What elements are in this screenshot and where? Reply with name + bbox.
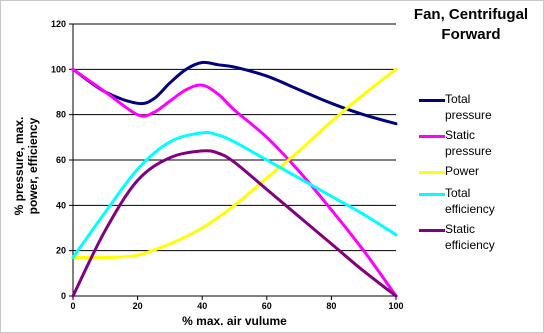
x-tick-label: 100 bbox=[388, 301, 403, 311]
chart-title: Fan, Centrifugal Forward bbox=[401, 5, 541, 45]
y-tick-label: 100 bbox=[51, 64, 66, 74]
legend-label-line: efficiency bbox=[445, 202, 495, 216]
legend-label: Static pressure bbox=[445, 127, 529, 159]
legend-label-line: Total bbox=[445, 92, 471, 106]
y-tick-label: 120 bbox=[51, 19, 66, 29]
x-tick-label: 40 bbox=[197, 301, 207, 311]
series-line-static-pressure bbox=[71, 67, 398, 298]
legend-label: Static efficiency bbox=[445, 221, 529, 253]
legend: Total pressure Static pressure Power Tot… bbox=[419, 91, 539, 257]
chart-title-line: Forward bbox=[441, 26, 501, 43]
legend-swatch bbox=[419, 171, 445, 174]
series-line-static-efficiency bbox=[71, 149, 398, 298]
y-axis-label: % pressure, max. power, efficiency bbox=[12, 46, 40, 286]
series-line-total-pressure bbox=[71, 60, 398, 126]
series-line-total-efficiency bbox=[71, 130, 398, 259]
legend-item-total-pressure: Total pressure bbox=[419, 91, 539, 123]
legend-item-power: Power bbox=[419, 163, 539, 179]
x-tick-label: 0 bbox=[70, 301, 75, 311]
legend-label: Total efficiency bbox=[445, 185, 529, 217]
legend-label-line: efficiency bbox=[445, 238, 495, 252]
legend-item-static-efficiency: Static efficiency bbox=[419, 221, 539, 253]
legend-label-line: Static bbox=[445, 128, 476, 142]
legend-swatch bbox=[419, 99, 445, 102]
legend-label-line: Power bbox=[445, 164, 480, 178]
legend-label: Total pressure bbox=[445, 91, 529, 123]
y-axis-label-container: % pressure, max. power, efficiency bbox=[6, 46, 46, 286]
legend-label: Power bbox=[445, 163, 529, 179]
x-axis-label: % max. air vulume bbox=[182, 314, 287, 328]
y-axis-label-line: power, efficiency bbox=[26, 117, 40, 215]
legend-label-line: Static bbox=[445, 222, 476, 236]
y-tick-label: 60 bbox=[56, 155, 66, 165]
legend-label-line: pressure bbox=[445, 144, 492, 158]
x-tick-label: 60 bbox=[262, 301, 272, 311]
x-tick-label: 80 bbox=[326, 301, 336, 311]
legend-swatch bbox=[419, 229, 445, 232]
legend-swatch bbox=[419, 193, 445, 196]
y-axis-label-line: % pressure, max. bbox=[12, 116, 26, 216]
legend-item-static-pressure: Static pressure bbox=[419, 127, 539, 159]
x-tick-label: 20 bbox=[133, 301, 143, 311]
series-line-power bbox=[71, 67, 398, 260]
legend-label-line: Total bbox=[445, 186, 471, 200]
y-tick-label: 0 bbox=[61, 291, 66, 301]
chart-title-line: Fan, Centrifugal bbox=[413, 6, 529, 23]
legend-swatch bbox=[419, 135, 445, 138]
y-tick-label: 40 bbox=[56, 200, 66, 210]
y-tick-label: 20 bbox=[56, 246, 66, 256]
legend-item-total-efficiency: Total efficiency bbox=[419, 185, 539, 217]
y-tick-label: 80 bbox=[56, 110, 66, 120]
legend-label-line: pressure bbox=[445, 108, 492, 122]
